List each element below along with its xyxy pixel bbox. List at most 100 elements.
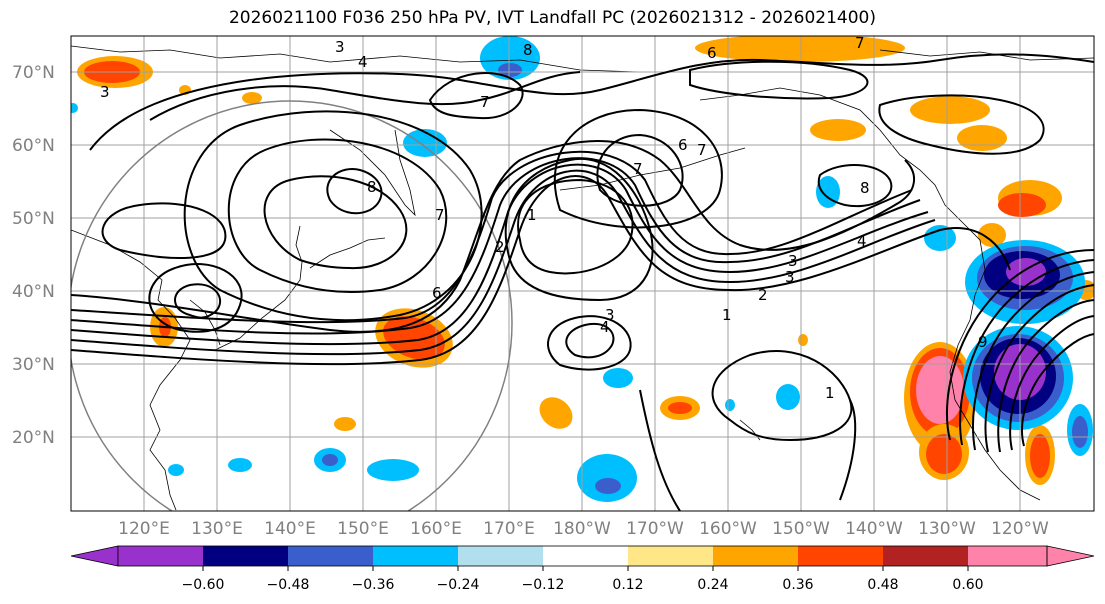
anomaly-negative [776,384,800,410]
anomaly-positive [957,125,1007,151]
contour-label: 7 [480,93,490,111]
pv-contour [997,299,1094,453]
pv-contour [689,60,869,100]
colorbar-segment [543,546,628,566]
pv-contour [89,53,1094,151]
contour-label: 8 [367,178,377,196]
colorbar-tick-label: 0.60 [952,577,983,593]
lon-label: 140°W [845,519,903,539]
anomaly-negative [595,478,621,494]
contour-label: 7 [855,34,865,52]
lon-label: 180°W [553,519,611,539]
pv-contour [565,322,615,359]
colorbar-segment [118,546,203,566]
pv-contour [959,259,1094,446]
contour-label: 4 [600,318,610,336]
lon-label: 120°E [118,519,170,539]
range-circle [71,100,513,511]
pv-contours [71,53,1094,511]
colorbar-tick-label: −0.60 [182,577,225,593]
contour-label: 2 [495,238,505,256]
anomaly-positive [998,193,1046,217]
contour-label-group: 3 4 3 8 7 6 6 7 1 2 8 7 7 6 1 2 3 4 3 4 … [100,34,988,402]
contour-label: 8 [860,179,870,197]
contour-label: 6 [678,136,688,154]
colorbar-tick-label: −0.12 [522,577,565,593]
coastlines [71,45,1094,511]
anomaly-positive [926,434,962,474]
colorbar-tick-label: 0.24 [697,577,728,593]
anomaly-negative [1072,416,1088,448]
lon-label: 170°W [626,519,684,539]
colorbar: −0.60 −0.48 −0.36 −0.24 −0.12 0.12 0.24 … [70,545,1095,593]
contour-label: 4 [857,232,867,250]
colorbar-tick-label: 0.48 [867,577,898,593]
latitude-labels: 70°N 60°N 50°N 40°N 30°N 20°N [12,63,55,448]
lon-label: 150°W [772,519,830,539]
colorbar-tick-label: 0.12 [612,577,643,593]
colorbar-ticks [202,566,969,571]
contour-label: 3 [605,306,615,324]
contour-label: 4 [358,53,368,71]
lon-label: 150°E [337,519,389,539]
pv-contour [711,350,853,442]
pv-contour [263,175,408,270]
anomaly-positive [978,223,1006,247]
pv-contour [174,283,221,319]
pv-contour [984,284,1094,453]
contour-label: 7 [435,206,445,224]
pv-contour [183,110,483,322]
pv-contour [71,157,921,335]
anomaly-positive [916,356,964,424]
colorbar-segment [373,546,458,566]
anomaly-negative [168,464,184,476]
contour-label: 1 [722,306,732,324]
lon-label: 140°E [264,519,316,539]
anomaly-positive [798,334,808,346]
colorbar-segment [458,546,543,566]
pv-contour [817,164,893,208]
pv-contour [71,163,929,346]
lat-label: 30°N [12,355,55,375]
colorbar-tick-label: −0.48 [267,577,310,593]
coastline-asia [71,229,191,511]
pv-contour [553,108,723,229]
anomaly-negative [577,454,637,502]
map-frame [70,35,1095,512]
anomaly-positive [539,397,573,429]
colorbar-tick-label: 0.36 [782,577,813,593]
colorbar-extend-min [70,545,119,567]
lon-label: 130°E [191,519,243,539]
colorbar-frame [117,545,1048,567]
anomaly-negative [228,458,252,472]
colorbar-extend-max [1046,545,1095,567]
lon-label: 160°W [699,519,757,539]
contour-label: 3 [100,83,110,101]
contour-label: 8 [523,41,533,59]
longitude-labels: 120°E 130°E 140°E 150°E 160°E 170°E 180°… [118,519,1049,539]
anomaly-positive [668,402,692,414]
coastline-siberia [71,45,641,73]
coastline-alaska [699,87,946,206]
colorbar-tick-label: −0.36 [352,577,395,593]
pv-contour [149,71,581,121]
pv-contour [517,178,634,275]
anomaly-positive [910,96,990,124]
anomaly-negative [71,103,78,113]
contour-label: 1 [825,384,835,402]
contour-label: 7 [697,141,707,159]
colorbar-segment [883,546,968,566]
coastline-japan [214,225,303,351]
anomaly-positive [334,417,356,431]
colorbar-segment [798,546,883,566]
colorbar-segment [203,546,288,566]
lat-label: 60°N [12,136,55,156]
anomaly-positive [810,119,866,141]
coastline-north-america [944,204,1041,501]
lat-label: 20°N [12,428,55,448]
pv-contour [326,168,383,215]
anomaly-negative [816,176,840,208]
pv-contour [428,72,524,120]
lat-label: 50°N [12,209,55,229]
